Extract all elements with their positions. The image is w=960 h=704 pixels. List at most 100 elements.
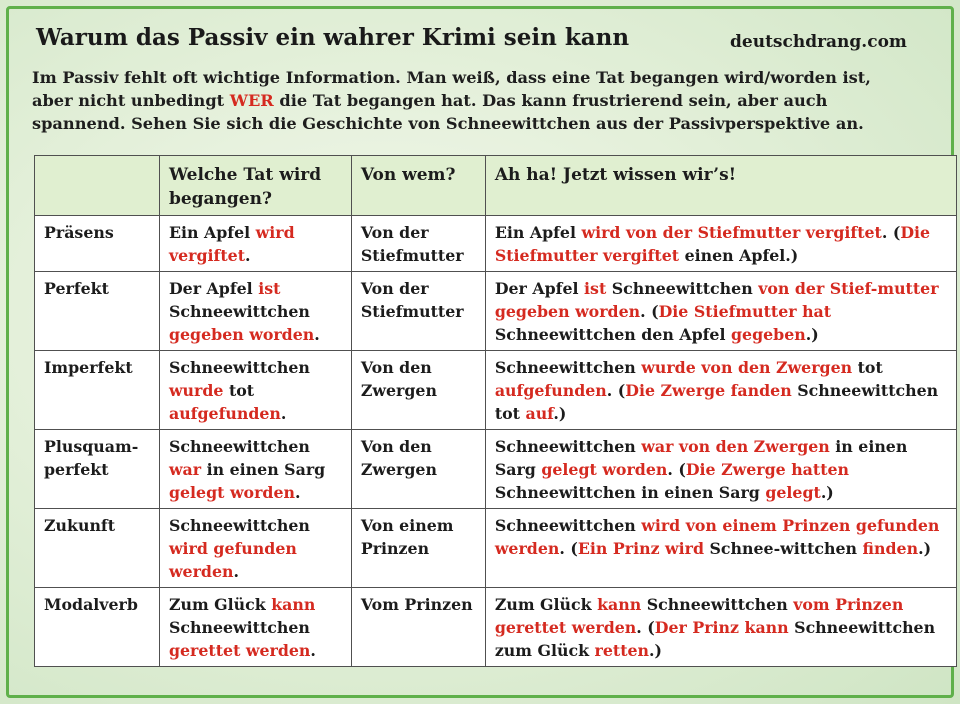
- tense-cell: Modalverb: [34, 587, 160, 667]
- header-von-wem: Von wem?: [350, 155, 486, 216]
- highlight-text: retten: [594, 641, 650, 660]
- plain-text: Zum Glück: [168, 595, 272, 614]
- highlight-text: Die Zwerge fanden: [625, 381, 792, 400]
- plain-text: Schneewittchen: [606, 279, 759, 298]
- plain-text: . (: [640, 302, 659, 321]
- highlight-text: wird von einem Prinzen gefunden werden: [494, 516, 940, 558]
- aha-cell: Schneewittchen wird von einem Prinzen ge…: [484, 508, 958, 588]
- plain-text: . (: [667, 460, 686, 479]
- von-wem-cell: Von einem Prinzen: [350, 508, 486, 588]
- highlight-text: gelegt: [765, 483, 821, 502]
- highlight-text: aufgefunden: [168, 404, 281, 423]
- table-header-row: Welche Tat wird begangen? Von wem? Ah ha…: [34, 155, 958, 216]
- von-wem-cell: Von der Stiefmutter: [350, 271, 486, 351]
- highlight-text: war: [168, 460, 202, 479]
- passive-table: Welche Tat wird begangen? Von wem? Ah ha…: [34, 155, 958, 667]
- aha-cell: Ein Apfel wird von der Stiefmutter vergi…: [484, 215, 958, 272]
- tense-cell: Zukunft: [34, 508, 160, 588]
- highlight-text: gegeben worden: [168, 325, 315, 344]
- plain-text: .: [310, 641, 316, 660]
- plain-text: .: [280, 404, 287, 423]
- table-row-plusquam-perfekt: Plusquam-perfekt Schneewittchen war in ei…: [34, 429, 958, 509]
- plain-text: Schneewittchen in einen Sarg: [494, 483, 766, 502]
- aha-cell: Schneewittchen war von den Zwergen in ei…: [484, 429, 958, 509]
- von-wem-cell: Von der Stiefmutter: [350, 215, 486, 272]
- highlight-text: kann: [597, 595, 642, 614]
- header-tense: [34, 155, 160, 216]
- plain-text: . (: [559, 539, 578, 558]
- plain-text: Schnee-wittchen: [704, 539, 863, 558]
- plain-text: Schneewittchen den Apfel: [494, 325, 731, 344]
- header-tat: Welche Tat wird begangen?: [158, 155, 352, 216]
- intro-line-2-b: die Tat begangen hat. Das kann frustrier…: [273, 91, 828, 110]
- highlight-text: wird vergiftet: [168, 223, 295, 265]
- header: Warum das Passiv ein wahrer Krimi sein k…: [0, 0, 960, 60]
- table-row-pr-sens: Präsens Ein Apfel wird vergiftet. Von der …: [34, 215, 958, 272]
- tat-cell: Der Apfel ist Schneewittchen gegeben wor…: [158, 271, 352, 351]
- highlight-text: wird gefunden werden: [168, 539, 297, 581]
- plain-text: . (: [636, 618, 655, 637]
- plain-text: einen Apfel.): [679, 246, 799, 265]
- plain-text: Schneewittchen: [168, 618, 310, 637]
- plain-text: .): [805, 325, 819, 344]
- plain-text: Schneewittchen tot: [494, 381, 939, 423]
- tat-cell: Schneewittchen wird gefunden werden.: [158, 508, 352, 588]
- highlight-text: gelegt worden: [541, 460, 668, 479]
- site-name: deutschdrang.com: [730, 32, 907, 52]
- tat-cell: Ein Apfel wird vergiftet.: [158, 215, 352, 272]
- plain-text: Zum Glück: [494, 595, 598, 614]
- plain-text: Ein Apfel: [494, 223, 582, 242]
- plain-text: Der Apfel: [168, 279, 259, 298]
- plain-text: .): [918, 539, 932, 558]
- plain-text: Schneewittchen: [494, 516, 642, 535]
- plain-text: .: [245, 246, 251, 265]
- aha-cell: Schneewittchen wurde von den Zwergen tot…: [484, 350, 958, 430]
- highlight-text: auf: [525, 404, 554, 423]
- intro-text: Im Passiv fehlt oft wichtige Information…: [32, 66, 932, 135]
- table-body: Präsens Ein Apfel wird vergiftet. Von der …: [34, 215, 958, 667]
- highlight-text: Ein Prinz wird: [577, 539, 705, 558]
- plain-text: Schneewittchen: [168, 516, 310, 535]
- plain-text: .): [649, 641, 663, 660]
- highlight-text: Der Prinz kann: [654, 618, 789, 637]
- plain-text: .): [553, 404, 567, 423]
- table-row-imperfekt: Imperfekt Schneewittchen wurde tot aufgef…: [34, 350, 958, 430]
- table-row-zukunft: Zukunft Schneewittchen wird gefunden werd…: [34, 508, 958, 588]
- plain-text: Schneewittchen: [494, 358, 642, 377]
- highlight-text: gerettet werden: [168, 641, 311, 660]
- intro-line-1: Im Passiv fehlt oft wichtige Information…: [32, 68, 871, 87]
- highlight-text: wurde: [168, 381, 224, 400]
- plain-text: .: [314, 325, 320, 344]
- intro-line-2: aber nicht unbedingt WER die Tat begange…: [32, 89, 932, 112]
- page-title: Warum das Passiv ein wahrer Krimi sein k…: [36, 24, 630, 51]
- plain-text: Schneewittchen: [168, 358, 310, 377]
- tense-cell: Plusquam-perfekt: [34, 429, 160, 509]
- plain-text: tot: [852, 358, 883, 377]
- highlight-text: Die Stiefmutter vergiftet: [494, 223, 931, 265]
- header-aha: Ah ha! Jetzt wissen wir’s!: [484, 155, 958, 216]
- plain-text: . (: [606, 381, 626, 400]
- tense-cell: Imperfekt: [34, 350, 160, 430]
- tat-cell: Schneewittchen war in einen Sarg gelegt …: [158, 429, 352, 509]
- plain-text: in einen Sarg: [201, 460, 326, 479]
- highlight-text: wird von der Stiefmutter vergiftet: [581, 223, 882, 242]
- intro-line-2-a: aber nicht unbedingt: [32, 91, 230, 110]
- highlight-text: war von den Zwergen: [641, 437, 830, 456]
- von-wem-cell: Von den Zwergen: [350, 429, 486, 509]
- highlight-text: ist: [258, 279, 281, 298]
- highlight-text: ist: [584, 279, 607, 298]
- highlight-text: kann: [271, 595, 316, 614]
- tat-cell: Zum Glück kann Schneewittchen gerettet w…: [158, 587, 352, 667]
- highlight-text: Die Zwerge hatten: [685, 460, 850, 479]
- tense-cell: Präsens: [34, 215, 160, 272]
- plain-text: Der Apfel: [494, 279, 585, 298]
- table-row-perfekt: Perfekt Der Apfel ist Schneewittchen gege…: [34, 271, 958, 351]
- tat-cell: Schneewittchen wurde tot aufgefunden.: [158, 350, 352, 430]
- plain-text: . (: [881, 223, 901, 242]
- plain-text: Schneewittchen: [641, 595, 794, 614]
- plain-text: .: [294, 483, 301, 502]
- plain-text: Schneewittchen: [168, 437, 310, 456]
- aha-cell: Zum Glück kann Schneewittchen vom Prinze…: [484, 587, 958, 667]
- intro-highlight-wer: WER: [229, 91, 274, 110]
- highlight-text: finden: [862, 539, 919, 558]
